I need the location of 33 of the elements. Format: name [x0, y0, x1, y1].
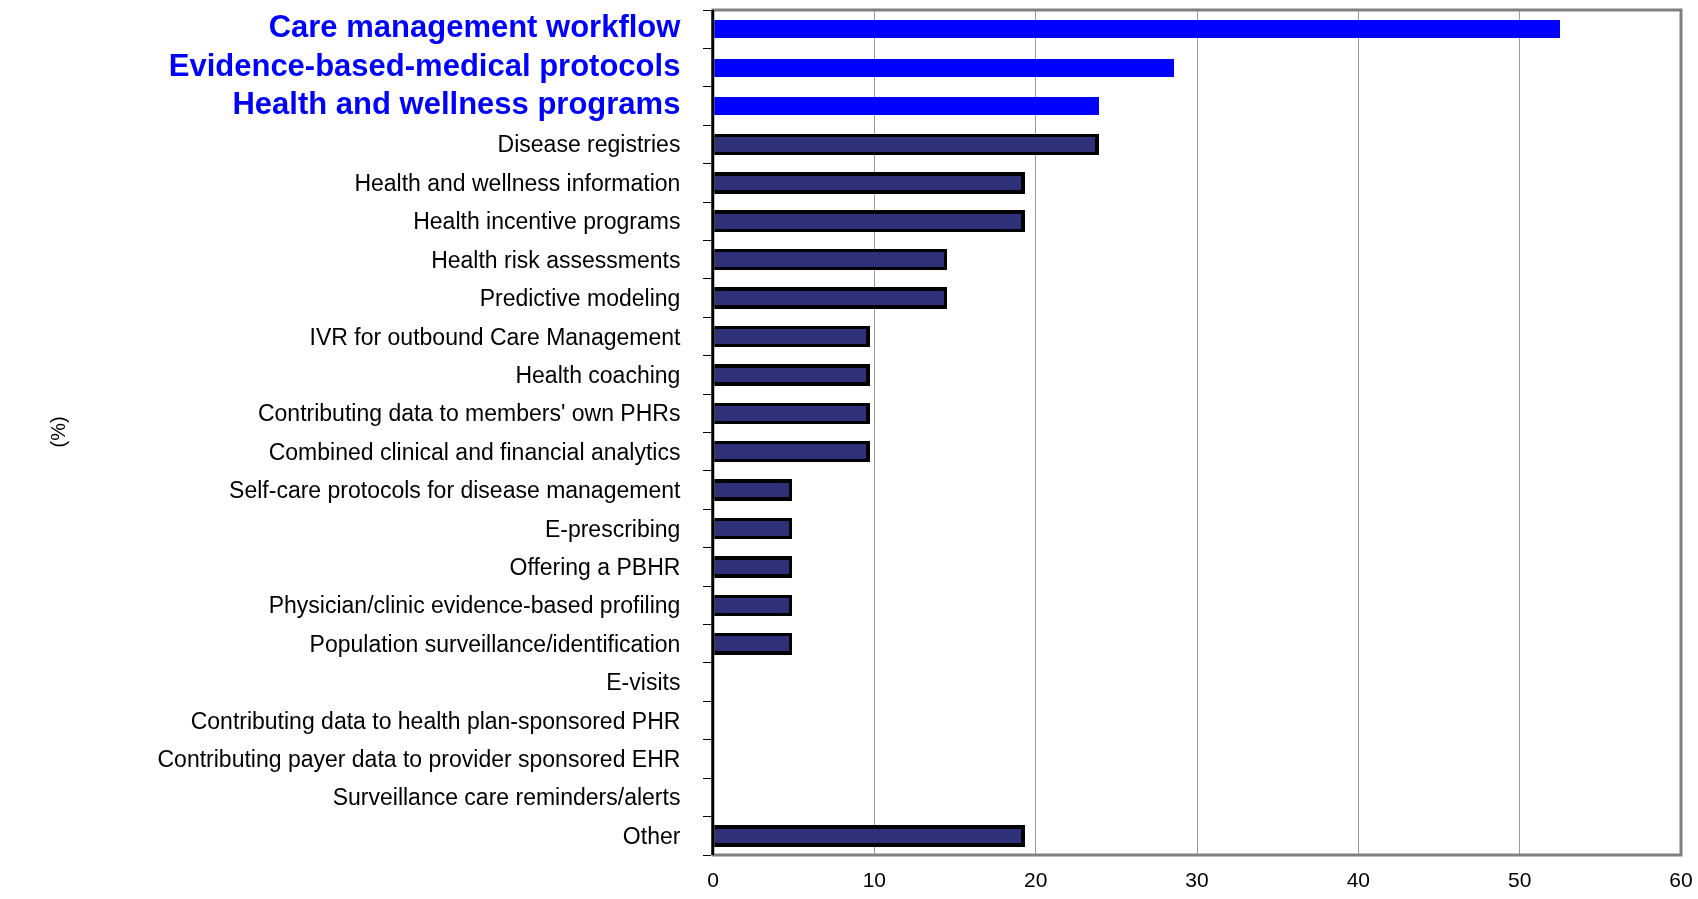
y-tick-label: E-prescribing	[544, 515, 681, 542]
y-tick-label: Health coaching	[515, 361, 681, 388]
y-tick-label: Health incentive programs	[413, 208, 681, 235]
bar	[713, 20, 1560, 39]
y-tick-label: Health and wellness programs	[232, 86, 681, 122]
bar	[713, 97, 1099, 116]
y-tick-label: Surveillance care reminders/alerts	[332, 784, 681, 811]
text: (%)	[46, 416, 69, 448]
y-tick-label: Evidence-based-medical protocols	[168, 47, 681, 83]
y-tick-label: Other	[622, 822, 681, 849]
x-tick-label: 50	[1507, 868, 1532, 891]
y-tick-label: IVR for outbound Care Management	[309, 323, 681, 350]
y-tick-label: Health and wellness information	[354, 169, 681, 196]
bar	[713, 58, 1175, 77]
y-tick-label: Self-care protocols for disease management	[229, 477, 681, 504]
x-tick-label: 40	[1346, 868, 1371, 891]
y-tick-label: E-visits	[606, 669, 681, 696]
x-tick-label: 30	[1185, 868, 1209, 891]
y-tick-label: Contributing payer data to provider sponsored EHR	[157, 746, 681, 773]
x-tick-label: 10	[862, 868, 887, 891]
y-tick-label: Offering a PBHR	[509, 553, 681, 580]
y-tick-label: Disease registries	[497, 131, 681, 158]
y-tick-label: Care management workflow	[268, 9, 682, 45]
y-tick-label: Health risk assessments	[431, 246, 681, 273]
x-tick-label: 0	[707, 868, 719, 891]
y-tick-label: Predictive modeling	[479, 285, 681, 312]
y-tick-label: Contributing data to health plan-sponsored PHR	[190, 707, 681, 734]
y-tick-label: Combined clinical and financial analytics	[268, 438, 681, 465]
x-tick-label: 60	[1669, 868, 1693, 891]
y-tick-label: Contributing data to members' own PHRs	[257, 400, 681, 427]
x-tick-label: 20	[1023, 868, 1048, 891]
y-tick-label: Population surveillance/identification	[309, 630, 681, 657]
y-tick-label: Physician/clinic evidence-based profiling	[268, 592, 681, 619]
